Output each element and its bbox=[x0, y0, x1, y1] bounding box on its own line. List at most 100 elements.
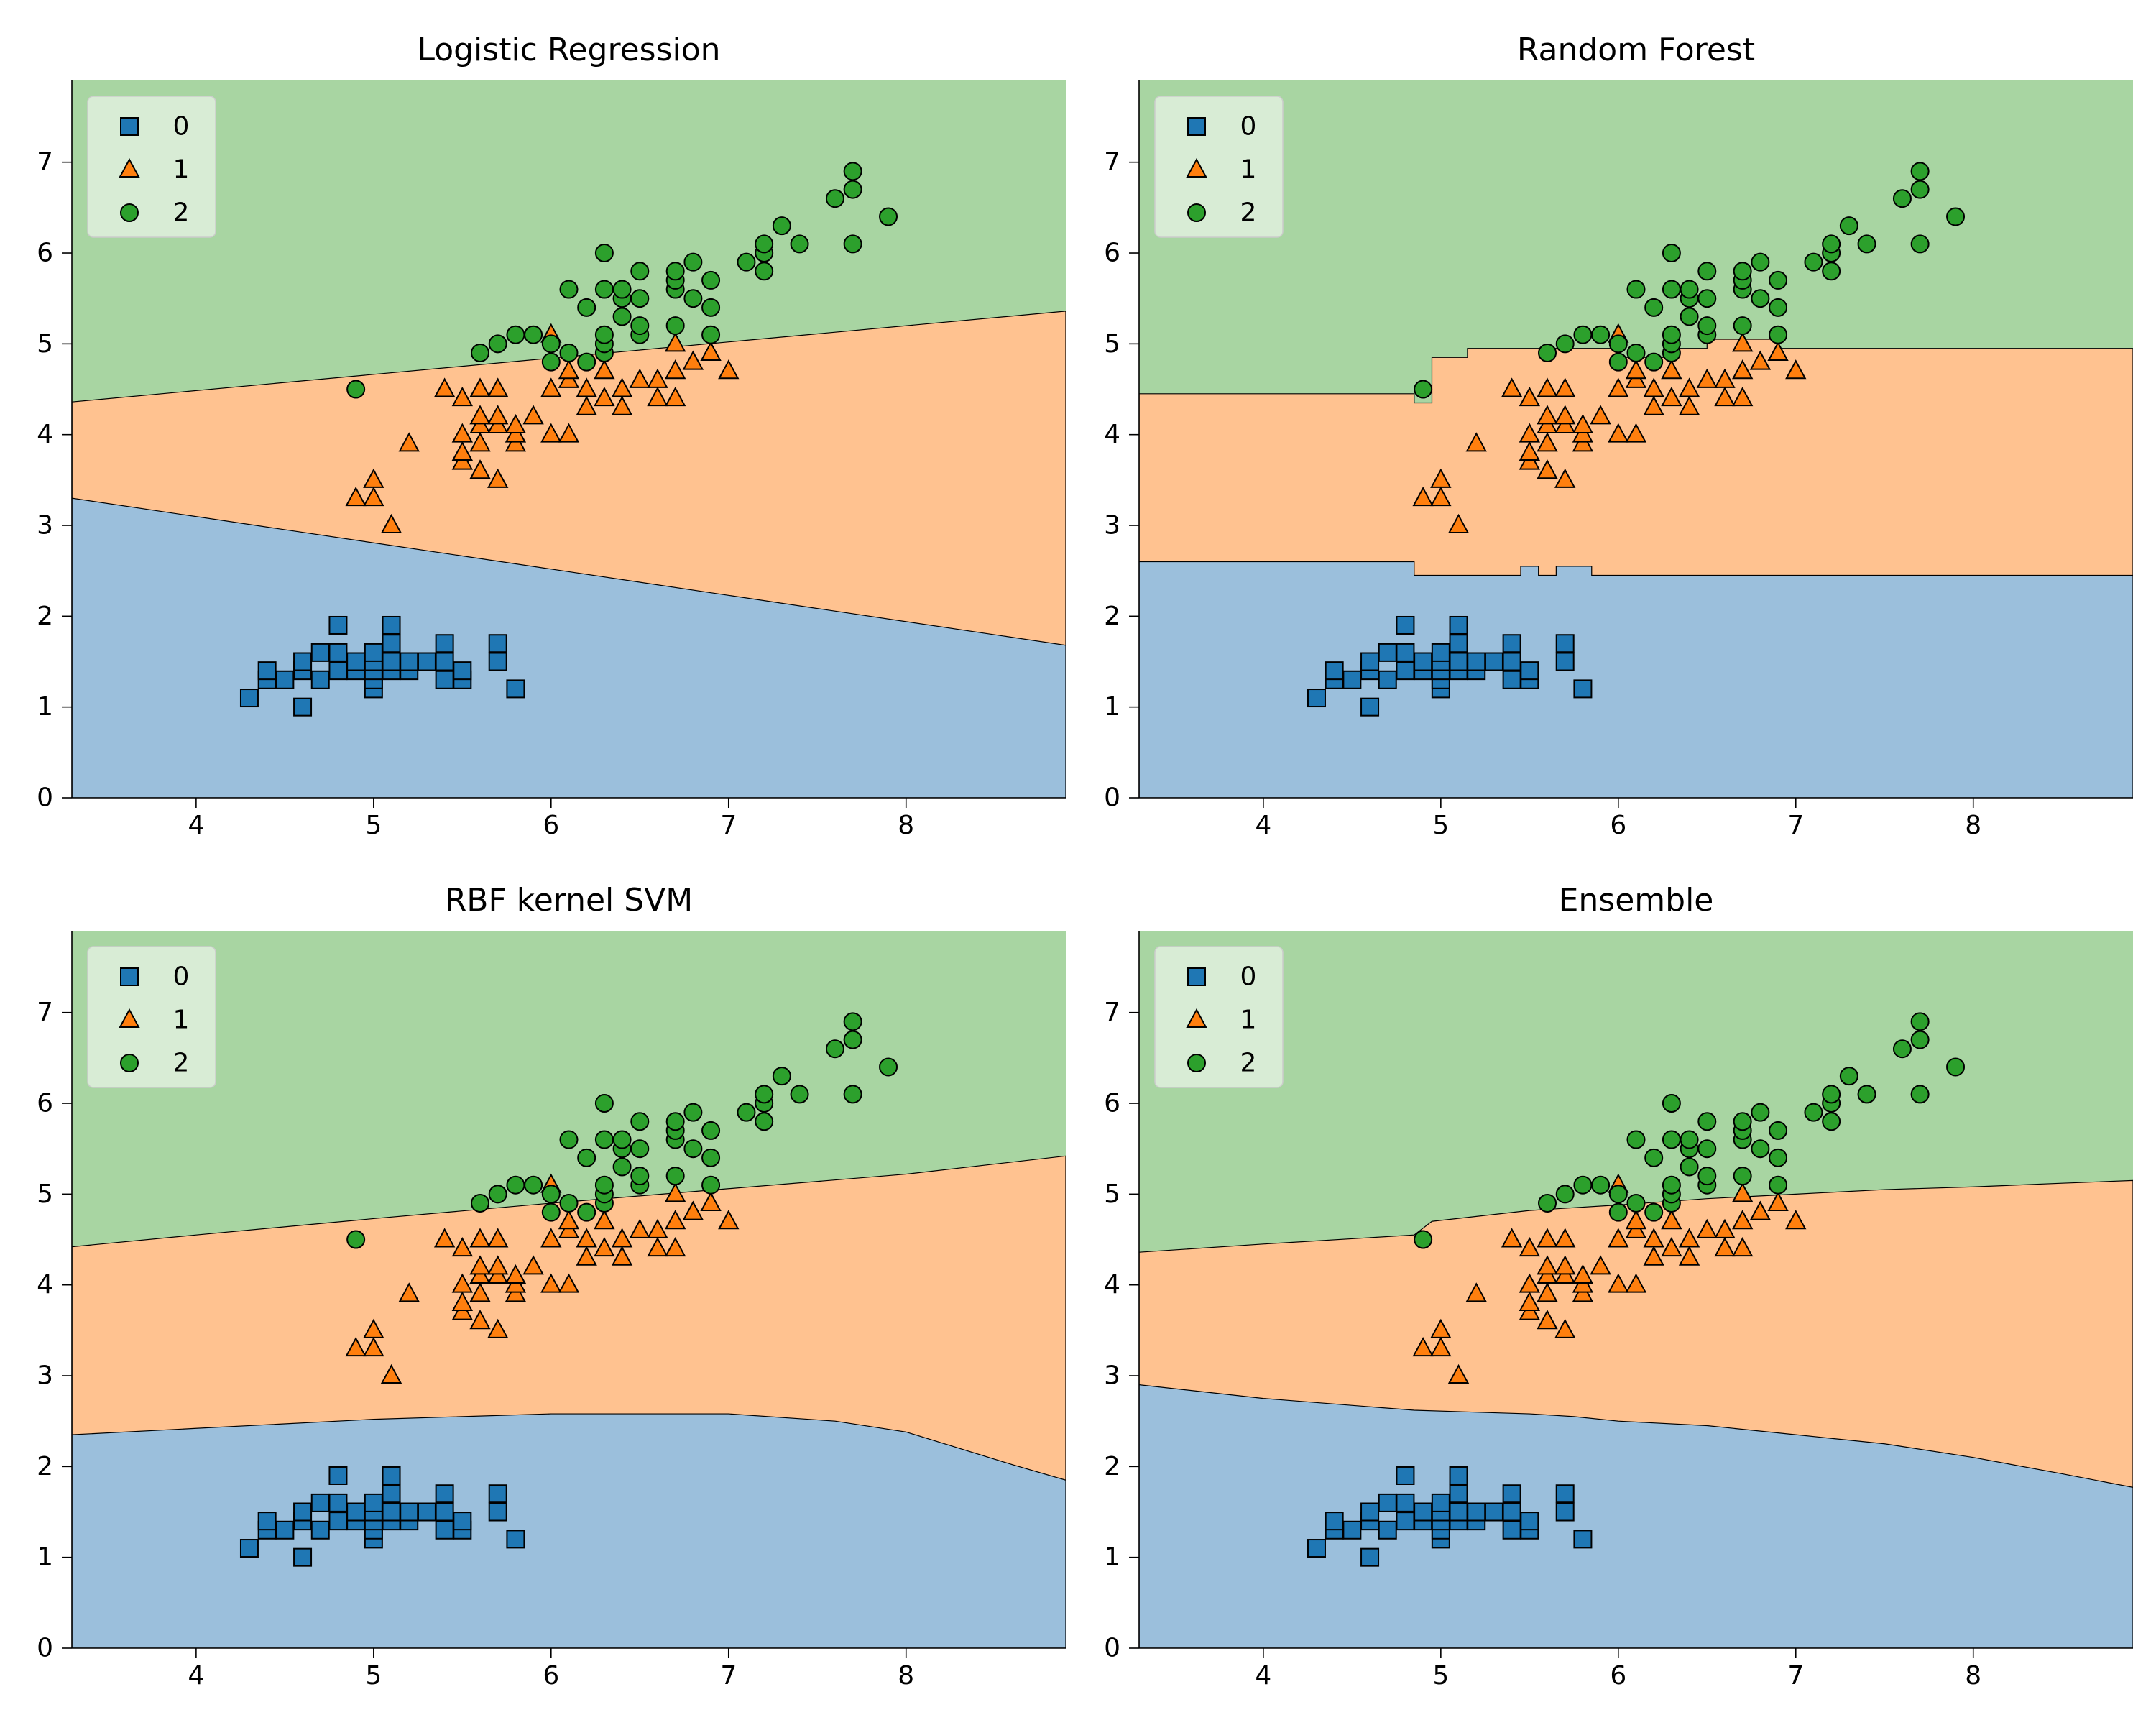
legend-box bbox=[1154, 96, 1284, 238]
point-class-2 bbox=[825, 189, 844, 208]
point-class-0 bbox=[1573, 679, 1593, 699]
panel-4: 4 5 6 7 8 0 1 2 3 4 5 6 7 Ensemble 0 1 2 bbox=[1104, 882, 2133, 1690]
y-tick-label: 1 bbox=[1104, 692, 1120, 722]
point-class-1 bbox=[647, 387, 668, 407]
y-tick-label: 7 bbox=[37, 998, 53, 1027]
legend-label: 0 bbox=[1240, 962, 1257, 992]
point-class-1 bbox=[664, 1237, 686, 1257]
point-class-1 bbox=[469, 405, 491, 425]
point-class-2 bbox=[1769, 1121, 1788, 1140]
point-class-0 bbox=[1360, 697, 1380, 717]
legend-label: 2 bbox=[173, 198, 190, 228]
point-class-0 bbox=[1378, 643, 1397, 662]
y-tick-label: 7 bbox=[1104, 147, 1120, 177]
point-class-1 bbox=[1537, 432, 1558, 452]
y-tick-label: 3 bbox=[1104, 511, 1120, 540]
point-class-2 bbox=[577, 1148, 596, 1167]
point-class-2 bbox=[1910, 1085, 1930, 1104]
x-tick-label: 8 bbox=[1965, 811, 1981, 840]
point-class-1 bbox=[1590, 405, 1611, 425]
point-class-2 bbox=[1910, 162, 1930, 181]
point-class-2 bbox=[1555, 334, 1575, 354]
point-class-2 bbox=[683, 1103, 703, 1122]
point-class-2 bbox=[1857, 234, 1876, 254]
point-class-0 bbox=[1307, 689, 1326, 708]
point-class-1 bbox=[345, 1337, 367, 1357]
point-class-1 bbox=[1519, 387, 1541, 407]
point-class-1 bbox=[664, 387, 686, 407]
point-class-2 bbox=[1608, 1202, 1628, 1222]
region-class-0 bbox=[1139, 1384, 2133, 1648]
point-class-0 bbox=[1360, 652, 1380, 671]
point-class-2 bbox=[1751, 252, 1770, 272]
point-class-1 bbox=[363, 468, 384, 488]
point-class-2 bbox=[488, 334, 507, 354]
point-class-1 bbox=[398, 432, 420, 452]
point-class-0 bbox=[382, 1466, 401, 1485]
point-class-1 bbox=[1501, 377, 1523, 397]
point-class-1 bbox=[487, 468, 509, 488]
point-class-0 bbox=[1555, 1484, 1575, 1504]
point-class-2 bbox=[1644, 298, 1664, 317]
x-tick-label: 8 bbox=[898, 811, 914, 840]
point-class-1 bbox=[380, 513, 402, 534]
point-class-1 bbox=[1785, 359, 1807, 380]
point-class-2 bbox=[1822, 262, 1841, 281]
point-class-2 bbox=[683, 252, 703, 272]
point-class-1 bbox=[647, 368, 668, 388]
points bbox=[1307, 162, 1966, 717]
point-class-1 bbox=[1714, 387, 1736, 407]
point-class-1 bbox=[611, 377, 633, 397]
point-class-0 bbox=[1378, 1520, 1397, 1540]
point-class-2 bbox=[1946, 1057, 1966, 1077]
point-class-2 bbox=[1839, 216, 1858, 236]
point-class-2 bbox=[1822, 1085, 1841, 1104]
legend-marker-triangle bbox=[1186, 1008, 1207, 1028]
point-class-1 bbox=[1714, 1218, 1736, 1238]
decision-regions bbox=[1139, 931, 2133, 1648]
point-class-1 bbox=[664, 332, 686, 352]
panel-2: 4 5 6 7 8 0 1 2 3 4 5 6 7 Random Forest 0 1 2 bbox=[1104, 32, 2133, 840]
point-class-0 bbox=[506, 1530, 525, 1549]
point-class-0 bbox=[1325, 661, 1344, 681]
legend-box bbox=[1154, 946, 1284, 1088]
point-class-0 bbox=[364, 643, 383, 662]
point-class-0 bbox=[488, 652, 507, 671]
point-class-1 bbox=[469, 1228, 491, 1248]
point-class-0 bbox=[328, 1512, 348, 1531]
legend-label: 0 bbox=[173, 112, 190, 142]
legend-marker-triangle bbox=[119, 157, 140, 178]
points bbox=[1307, 1012, 1966, 1567]
point-class-2 bbox=[630, 1139, 650, 1159]
point-class-1 bbox=[1519, 423, 1541, 443]
point-class-1 bbox=[451, 1273, 474, 1293]
x-tick-label: 7 bbox=[1787, 1661, 1804, 1690]
point-class-1 bbox=[1554, 468, 1576, 488]
point-class-2 bbox=[755, 234, 774, 254]
point-class-1 bbox=[1625, 1210, 1647, 1230]
point-class-1 bbox=[469, 1282, 491, 1302]
y-tick-label: 4 bbox=[1104, 1270, 1120, 1300]
legend-box bbox=[87, 946, 216, 1088]
point-class-1 bbox=[398, 1282, 420, 1302]
point-class-2 bbox=[524, 1175, 543, 1195]
point-class-1 bbox=[558, 1210, 580, 1230]
point-class-2 bbox=[1769, 1175, 1788, 1195]
point-class-0 bbox=[257, 661, 277, 681]
point-class-2 bbox=[488, 1184, 507, 1204]
x-tick-label: 4 bbox=[1255, 1661, 1271, 1690]
panel-3: 4 5 6 7 8 0 1 2 3 4 5 6 7 RBF kernel SVM 0 1 2 bbox=[37, 882, 1066, 1690]
point-class-1 bbox=[718, 359, 740, 380]
point-class-2 bbox=[594, 325, 614, 344]
point-class-2 bbox=[346, 380, 366, 399]
point-class-1 bbox=[505, 1264, 527, 1284]
y-tick-label: 1 bbox=[37, 692, 53, 722]
point-class-1 bbox=[1519, 1237, 1541, 1257]
point-class-2 bbox=[1857, 1085, 1876, 1104]
point-class-0 bbox=[1396, 1466, 1415, 1485]
point-class-1 bbox=[1554, 377, 1576, 397]
point-class-1 bbox=[1430, 1318, 1452, 1338]
point-class-0 bbox=[1360, 1502, 1380, 1522]
point-class-1 bbox=[433, 377, 456, 397]
point-class-2 bbox=[594, 1094, 614, 1113]
